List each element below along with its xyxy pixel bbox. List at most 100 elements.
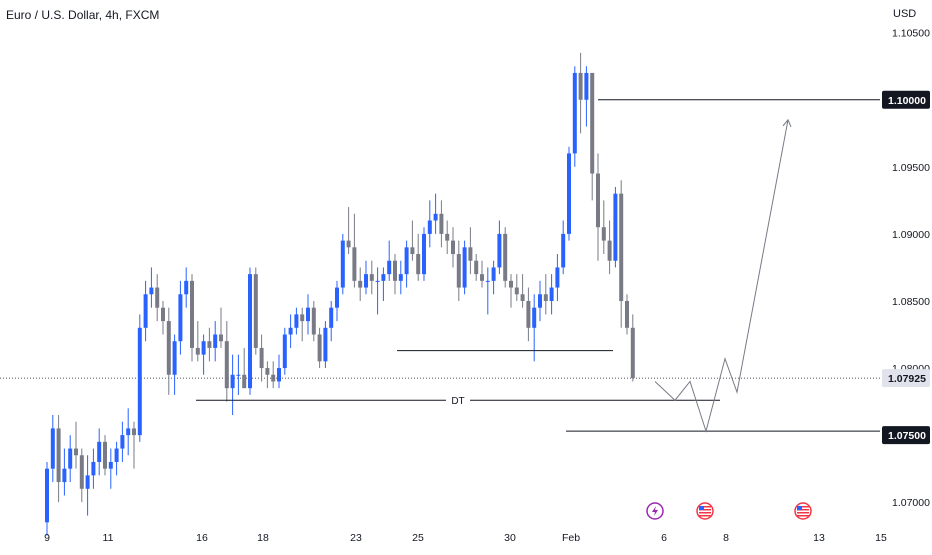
candle-body [103,441,107,469]
candle-body [300,314,305,322]
candle-body [62,468,67,483]
candle-body [381,274,386,281]
candle-body [265,368,270,375]
candle-body [352,247,357,281]
candle-body [538,294,542,308]
candle-body [230,374,235,389]
x-tick-label: 23 [350,532,362,544]
candle-body [514,287,519,295]
candle-body [335,287,339,308]
candle-body [433,213,438,221]
candle-body [468,247,473,261]
candle-body [607,240,612,261]
candle-body [404,247,409,275]
candle-body [375,280,380,282]
candle-body [555,267,560,288]
price-label-text: 1.10000 [888,95,926,107]
candle-body [456,254,461,288]
lightning-event-icon [646,502,664,520]
double-top-label: DT [451,396,464,407]
candle-body [630,327,635,379]
candle-body [445,233,450,241]
candle-body [561,233,566,268]
candle-body [184,280,189,295]
candle-body [613,193,618,261]
candle-body [317,334,322,362]
candle-body [567,153,571,234]
candle-body [451,240,455,255]
candle-body [549,287,554,301]
x-tick-label: 30 [504,532,516,544]
candle-body [201,341,206,355]
candle-body [253,274,258,348]
candle-body [462,247,467,288]
candle-body [427,220,432,234]
candle-body [584,72,589,100]
price-label-box [882,90,930,109]
x-tick-label: 25 [412,532,424,544]
projection-path [654,119,789,433]
candle-body [259,347,264,369]
y-tick-label: 1.09000 [892,229,930,241]
x-tick-label: 13 [813,532,825,544]
candle-body [161,307,165,322]
candle-body [79,455,84,489]
candle-body [369,274,374,281]
candle-body [166,321,171,375]
candle-body [294,314,299,328]
candle-body [596,173,600,228]
x-tick-label: Feb [562,532,580,544]
candle-body [485,280,490,282]
candle-body [213,334,218,348]
candle-body [190,280,194,348]
candle-body [288,327,293,335]
x-tick-label: 18 [257,532,269,544]
candle-body [207,341,212,348]
candle-body [137,327,142,436]
y-tick-label: 1.10500 [892,28,930,40]
candle-body [503,233,508,281]
candle-body [178,294,183,342]
candle-body [410,247,415,255]
candle-body [236,374,241,376]
candle-body [590,72,595,174]
x-tick-label: 11 [103,532,114,544]
candle-body [242,374,247,389]
candle-body [155,287,160,308]
candle-body [323,327,328,362]
candle-body [45,468,49,523]
candle-body [439,213,444,234]
candle-body [126,428,131,436]
candle-body [85,475,90,489]
candle-body [132,428,136,436]
candle-body [474,260,479,275]
candle-body [497,233,502,268]
candle-body [578,72,583,100]
candle-body [306,307,310,322]
candle-body [74,448,78,456]
candle-body [149,287,154,295]
candle-body [114,448,119,462]
candle-body [248,274,252,389]
candle-body [282,334,287,369]
candle-body [68,448,73,469]
candle-body [625,300,629,328]
candle-body [520,294,525,301]
candle-body [526,300,531,328]
x-tick-label: 8 [723,532,729,544]
candle-body [108,461,113,469]
candle-body [271,374,276,382]
candle-body [91,461,96,476]
candle-body [340,240,345,288]
candle-body [532,307,537,328]
y-tick-label: 1.07000 [892,497,930,509]
price-label-text: 1.07500 [888,430,926,442]
candle-body [543,294,548,301]
x-tick-label: 15 [875,532,887,544]
candles-group [45,52,635,536]
candle-body [398,274,403,281]
price-label-text: 1.07925 [888,373,926,385]
candle-body [219,334,223,342]
